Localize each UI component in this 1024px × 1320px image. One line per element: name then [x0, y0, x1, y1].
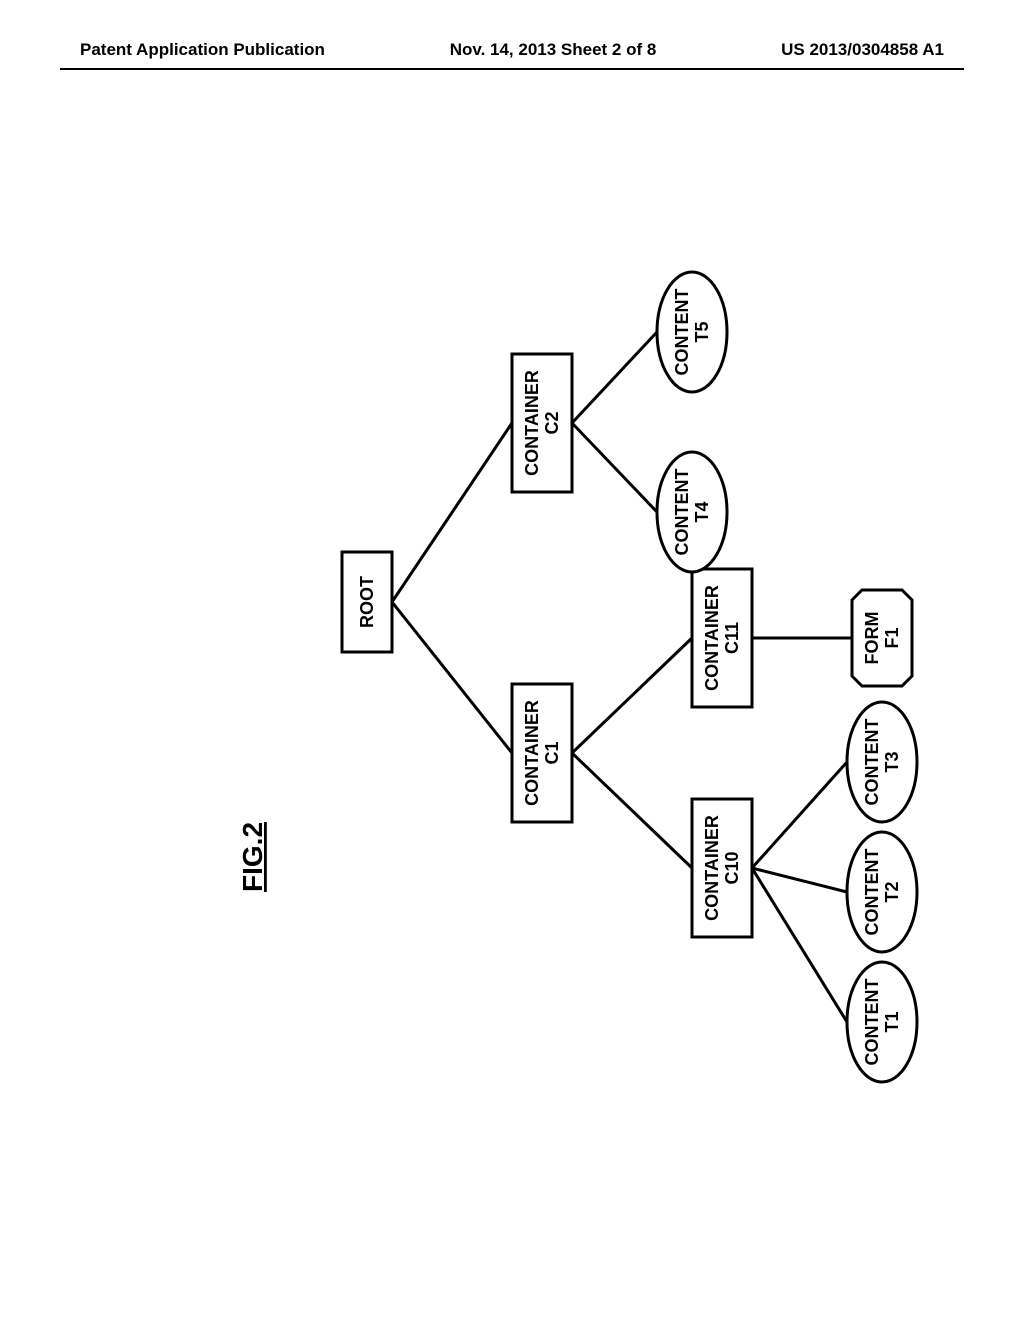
header-left: Patent Application Publication: [80, 40, 325, 60]
node-t3-label2: T3: [882, 751, 902, 772]
figure-label: FIG.2: [237, 822, 268, 892]
node-c1: CONTAINERC1: [512, 684, 572, 822]
edge-root-c2: [392, 423, 512, 602]
edge-c10-t1: [752, 868, 847, 1022]
node-t3-label1: CONTENT: [862, 719, 882, 806]
node-f1-label2: F1: [882, 627, 902, 648]
node-t2-label1: CONTENT: [862, 849, 882, 936]
edge-c2-t5: [572, 332, 657, 423]
edge-root-c1: [392, 602, 512, 753]
node-t5: CONTENTT5: [657, 272, 727, 392]
node-t2-label2: T2: [882, 881, 902, 902]
node-f1-label1: FORM: [862, 612, 882, 665]
node-c10-label2: C10: [722, 851, 742, 884]
tree-diagram: FIG.2 ROOTCONTAINERC1CONTAINERC2CONTAINE…: [60, 140, 964, 1140]
node-c2-label2: C2: [542, 411, 562, 434]
node-c1-label2: C1: [542, 741, 562, 764]
page-header: Patent Application Publication Nov. 14, …: [0, 40, 1024, 60]
node-t4: CONTENTT4: [657, 452, 727, 572]
node-c11: CONTAINERC11: [692, 569, 752, 707]
node-root: ROOT: [342, 552, 392, 652]
node-t4-label1: CONTENT: [672, 469, 692, 556]
edge-c1-c11: [572, 638, 692, 753]
node-c11-label2: C11: [722, 622, 742, 654]
node-t4-label2: T4: [692, 501, 712, 522]
edges-layer: [392, 332, 852, 1022]
node-c1-label1: CONTAINER: [522, 700, 542, 806]
node-t1-label1: CONTENT: [862, 979, 882, 1066]
node-c2-label1: CONTAINER: [522, 370, 542, 476]
nodes-layer: ROOTCONTAINERC1CONTAINERC2CONTAINERC10CO…: [342, 272, 917, 1082]
header-center: Nov. 14, 2013 Sheet 2 of 8: [450, 40, 657, 60]
node-t1-label2: T1: [882, 1011, 902, 1032]
header-right: US 2013/0304858 A1: [781, 40, 944, 60]
edge-c2-t4: [572, 423, 657, 512]
edge-c10-t3: [752, 762, 847, 868]
node-f1: FORMF1: [852, 590, 912, 686]
node-c2: CONTAINERC2: [512, 354, 572, 492]
header-divider: [60, 68, 964, 70]
node-t5-label2: T5: [692, 321, 712, 342]
node-c10-label1: CONTAINER: [702, 815, 722, 921]
node-c11-label1: CONTAINER: [702, 585, 722, 691]
node-t1: CONTENTT1: [847, 962, 917, 1082]
edge-c1-c10: [572, 753, 692, 868]
node-t5-label1: CONTENT: [672, 289, 692, 376]
node-root-label1: ROOT: [357, 576, 377, 628]
node-c10: CONTAINERC10: [692, 799, 752, 937]
node-t2: CONTENTT2: [847, 832, 917, 952]
node-t3: CONTENTT3: [847, 702, 917, 822]
